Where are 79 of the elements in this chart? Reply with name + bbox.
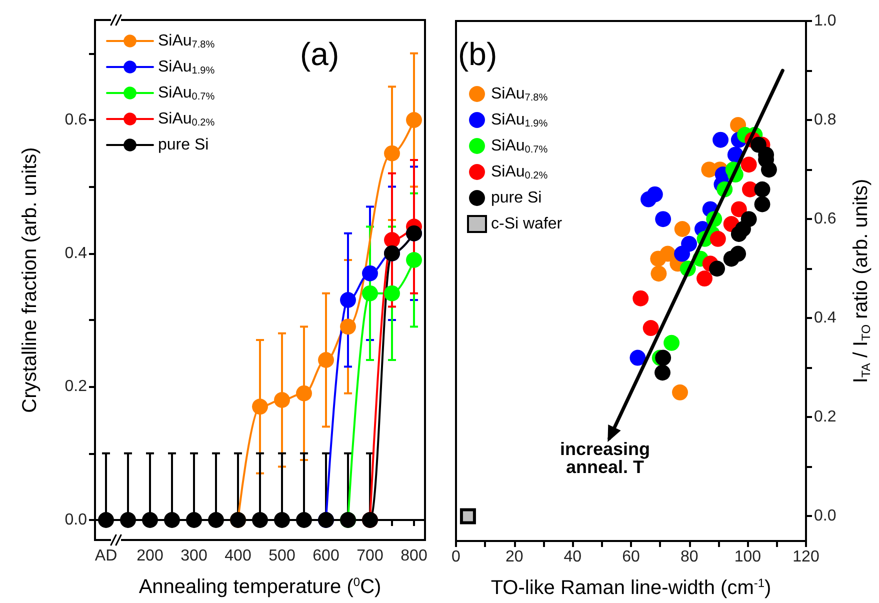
point [754, 181, 770, 198]
point [318, 352, 334, 368]
x-tick-label: 80 [680, 548, 698, 566]
y-tick-label: 1.0 [814, 12, 836, 30]
y-tick-label: 0.6 [814, 210, 836, 228]
point [186, 512, 202, 528]
y-tick-label: 0.0 [64, 512, 88, 528]
point [208, 512, 224, 528]
point [730, 226, 747, 242]
x-tick-label: AD [94, 548, 118, 564]
point [296, 512, 312, 528]
point [164, 512, 180, 528]
annotation: (a) [300, 36, 340, 72]
point [655, 211, 672, 228]
x-tick-label: 500 [268, 548, 296, 564]
point [632, 290, 649, 306]
annotation: increasing anneal. T [560, 439, 650, 477]
x-tick-label: 300 [180, 548, 208, 564]
point [340, 292, 356, 308]
x-tick-label: 600 [312, 548, 340, 564]
point [384, 232, 400, 248]
x-tick-label: 120 [792, 548, 820, 566]
legend-label: pure Si [491, 190, 542, 206]
y-tick-label: 0.8 [814, 112, 836, 129]
point [274, 392, 290, 408]
y-axis-title: ITA / ITO ratio (arb. units) [850, 178, 873, 384]
x-tick-label: 60 [622, 548, 640, 566]
y-tick-label: 0.4 [814, 310, 836, 327]
point [630, 350, 646, 366]
legend-label: pure Si [158, 136, 209, 154]
point [696, 270, 712, 287]
point [120, 512, 136, 528]
point [98, 512, 114, 528]
point [672, 384, 688, 400]
point [674, 246, 690, 262]
annotation: (b) [458, 36, 498, 72]
x-tick-label: 700 [356, 548, 384, 564]
point [674, 221, 690, 237]
legend-label: c-Si wafer [491, 216, 563, 232]
point [754, 196, 770, 212]
x-tick-label: 20 [505, 548, 524, 566]
point [710, 230, 726, 247]
point [655, 350, 672, 366]
point [362, 265, 378, 282]
y-tick-label: 0.2 [64, 378, 88, 396]
point [296, 385, 312, 402]
point [712, 132, 729, 148]
x-tick-label: 100 [734, 548, 762, 566]
x-tick-label: 40 [564, 548, 582, 566]
x-tick-label: 0 [452, 548, 461, 566]
x-tick-label: 800 [400, 548, 428, 564]
point [252, 512, 268, 528]
y-tick-label: 0.0 [814, 508, 836, 525]
point [340, 318, 356, 335]
point [760, 162, 777, 178]
point [384, 145, 400, 162]
point [384, 285, 400, 302]
y-axis-title: Crystalline fraction (arb. units) [19, 147, 41, 413]
x-tick-label: 200 [136, 548, 164, 564]
point [664, 334, 680, 351]
point [460, 508, 476, 524]
point [274, 512, 290, 528]
point [406, 252, 422, 268]
point [406, 112, 422, 128]
point [723, 250, 740, 267]
point [362, 285, 378, 302]
point [654, 364, 670, 381]
y-tick-label: 0.4 [64, 244, 88, 262]
y-tick-label: 0.6 [64, 112, 88, 128]
point [730, 201, 747, 218]
point [650, 266, 667, 282]
point [142, 512, 158, 528]
x-tick-label: 400 [224, 548, 252, 564]
point [646, 186, 663, 202]
y-tick-label: 0.2 [814, 408, 836, 426]
point [642, 320, 659, 336]
point [252, 398, 268, 415]
point [740, 156, 757, 173]
point [709, 260, 726, 277]
